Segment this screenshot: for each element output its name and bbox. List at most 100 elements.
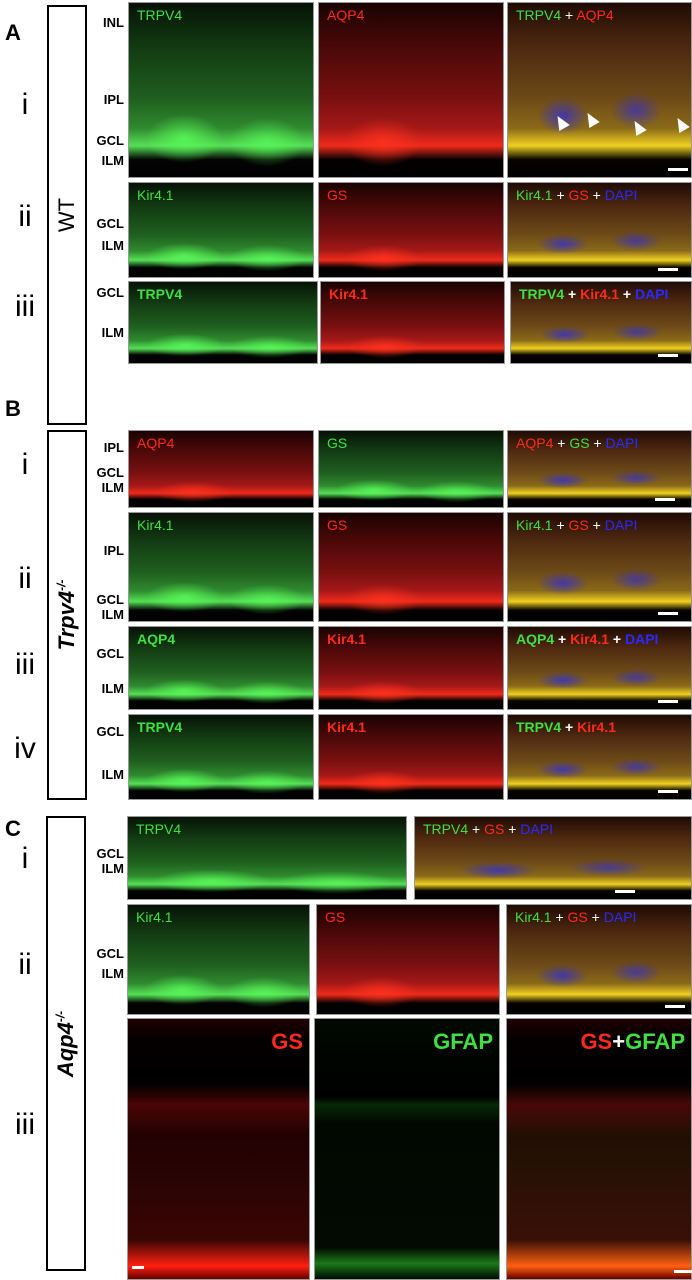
row-numeral: ii (18, 200, 32, 233)
stain-label-part: + (589, 435, 606, 451)
stain-label: Kir4.1 (137, 187, 174, 203)
micrograph-panel: Kir4.1 (318, 626, 504, 710)
stain-label-part: TRPV4 (516, 7, 562, 23)
stain-label: GS+GFAP (580, 1029, 685, 1055)
stain-label: GFAP (433, 1029, 493, 1055)
scale-bar (658, 354, 678, 357)
stain-label-part: + (468, 821, 485, 837)
stain-label: Kir4.1 (327, 719, 366, 735)
stain-label-part: GS (568, 187, 589, 203)
stain-label: Kir4.1 (136, 909, 173, 925)
micrograph-panel: Kir4.1 (127, 904, 310, 1015)
stain-label: Kir4.1 + GS + DAPI (516, 187, 637, 203)
micrograph-panel: TRPV4 + Kir4.1 (507, 714, 692, 800)
stain-label-part: + (619, 286, 635, 302)
layer-label-gcl: GCL (96, 724, 124, 739)
scale-bar (668, 168, 688, 171)
stain-label: Kir4.1 + GS + DAPI (516, 517, 637, 533)
genotype-superscript: -/- (54, 579, 69, 591)
row-numeral: ii (18, 562, 32, 595)
stain-label-part: AQP4 (576, 7, 614, 23)
micrograph-panel: AQP4 + GS + DAPI (507, 430, 692, 508)
micrograph-panel: Kir4.1 (320, 281, 505, 364)
section-letter: A (5, 20, 21, 45)
stain-label: TRPV4 + Kir4.1 + DAPI (519, 286, 668, 302)
scale-bar (665, 1005, 685, 1008)
layer-label-ilm: ILM (101, 607, 124, 622)
stain-label-part: DAPI (603, 909, 637, 925)
stain-label-part: + (551, 909, 568, 925)
micrograph-panel: TRPV4 + AQP4 (507, 2, 692, 178)
stain-label-part: + (554, 631, 571, 647)
stain-label: AQP4 + Kir4.1 + DAPI (516, 631, 658, 647)
stain-label-part: GS (569, 435, 590, 451)
stain-label-part: Kir4.1 (577, 719, 617, 735)
stain-label-part: AQP4 (137, 435, 175, 451)
row-numeral: i (21, 88, 29, 121)
layer-label-ilm: ILM (101, 681, 124, 696)
stain-label-part: GS (568, 517, 589, 533)
stain-label-part: Kir4.1 (580, 286, 620, 302)
genotype-box: Trpv4-/- (47, 430, 87, 800)
genotype-label: Aqp4-/- (53, 1010, 79, 1076)
layer-label-ilm: ILM (101, 325, 124, 340)
micrograph-panel: TRPV4 + GS + DAPI (414, 816, 692, 900)
stain-label-part: GS (327, 517, 348, 533)
stain-label-part: + (504, 821, 521, 837)
layer-label-gcl: GCL (96, 846, 124, 861)
stain-label-part: TRPV4 (519, 286, 565, 302)
stain-label: GS (271, 1029, 303, 1055)
layer-label-ilm: ILM (101, 966, 124, 981)
stain-label: GS (325, 909, 345, 925)
stain-label-part: + (561, 719, 578, 735)
stain-label: TRPV4 + Kir4.1 (516, 719, 616, 735)
micrograph-panel: GFAP (314, 1018, 500, 1280)
layer-label-gcl: GCL (96, 285, 124, 300)
scale-bar (615, 890, 635, 893)
layer-label-ipl: IPL (103, 92, 124, 107)
scale-bar (658, 790, 678, 793)
genotype-name: WT (54, 197, 79, 233)
stain-label-part: + (552, 187, 569, 203)
layer-label-ilm: ILM (101, 238, 124, 253)
stain-label: TRPV4 + AQP4 (516, 7, 614, 23)
scale-bar (674, 1270, 692, 1273)
stain-label: AQP4 + GS + DAPI (516, 435, 638, 451)
stain-label-part: + (609, 631, 625, 647)
micrograph-panel: AQP4 (318, 2, 504, 178)
stain-label-part: GS (580, 1029, 613, 1054)
stain-label: AQP4 (137, 631, 175, 647)
stain-label-part: AQP4 (516, 435, 554, 451)
stain-label: AQP4 (137, 435, 174, 451)
genotype-superscript: -/- (53, 1010, 68, 1022)
micrograph-panel: Kir4.1 + GS + DAPI (507, 182, 692, 278)
micrograph-panel: TRPV4 (127, 816, 407, 900)
stain-label-part: + (552, 517, 569, 533)
micrograph-panel: TRPV4 (128, 281, 318, 364)
stain-label-part: Kir4.1 (516, 517, 553, 533)
row-numeral: ii (18, 948, 32, 981)
stain-label-part: + (553, 435, 570, 451)
micrograph-panel: TRPV4 + Kir4.1 + DAPI (510, 281, 692, 364)
micrograph-panel: Kir4.1 + GS + DAPI (506, 904, 692, 1015)
stain-label: TRPV4 (136, 821, 181, 837)
scale-bar (658, 612, 678, 615)
micrograph-panel: AQP4 + Kir4.1 + DAPI (507, 626, 692, 710)
stain-label-part: + (612, 1029, 626, 1054)
stain-label-part: + (588, 187, 605, 203)
stain-label: Kir4.1 (329, 286, 368, 302)
row-numeral: iii (15, 290, 35, 323)
layer-label-gcl: GCL (96, 465, 124, 480)
layer-label-gcl: GCL (96, 592, 124, 607)
stain-label-part: DAPI (604, 517, 638, 533)
micrograph-panel: GS (318, 430, 504, 508)
stain-label-part: + (587, 909, 604, 925)
scale-bar (655, 498, 675, 501)
stain-label: Kir4.1 (327, 631, 366, 647)
stain-label: TRPV4 (137, 7, 182, 23)
stain-label-part: Kir4.1 (137, 187, 174, 203)
stain-label-part: Kir4.1 (327, 719, 366, 735)
stain-label-part: Kir4.1 (327, 631, 366, 647)
stain-label-part: Kir4.1 (137, 517, 174, 533)
